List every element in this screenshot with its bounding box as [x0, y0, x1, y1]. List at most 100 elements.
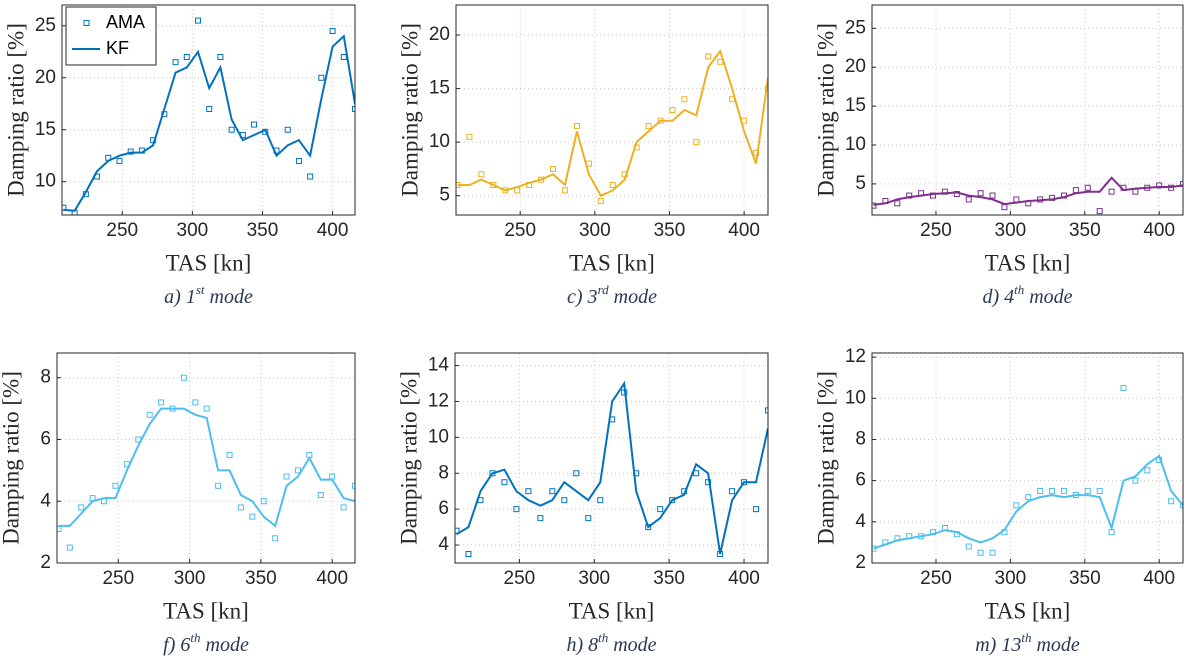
- ama-marker: [1060, 487, 1067, 494]
- ama-marker: [1168, 498, 1175, 505]
- y-tick-label: 10: [35, 171, 56, 192]
- ama-marker: [1013, 196, 1020, 203]
- ama-marker: [585, 515, 592, 522]
- ama-marker: [573, 470, 580, 477]
- ama-marker: [550, 165, 557, 172]
- y-tick-label: 15: [35, 119, 56, 140]
- y-tick-label: 20: [845, 56, 866, 77]
- ama-marker: [192, 399, 199, 406]
- ama-marker: [352, 105, 355, 112]
- ama-marker: [465, 551, 472, 558]
- plot-area: [455, 380, 768, 558]
- ama-marker: [965, 196, 972, 203]
- ama-marker: [669, 107, 676, 113]
- ama-marker: [478, 171, 485, 178]
- ama-marker: [317, 492, 324, 499]
- subplot: 250 300 350 400 5 10 15 20 TAS [kn] Damping ratio…: [397, 4, 769, 308]
- caption-label: c) 3: [567, 286, 598, 308]
- kf-line: [873, 454, 1183, 550]
- legend-label: AMA: [106, 12, 145, 32]
- ama-marker: [249, 513, 256, 520]
- x-tick-label: 400: [317, 220, 349, 241]
- y-axis-label: Damping ratio [%]: [396, 371, 421, 545]
- ama-marker: [127, 148, 134, 155]
- ama-marker: [561, 497, 568, 504]
- ama-marker: [989, 549, 996, 556]
- y-axis-label: Damping ratio [%]: [0, 371, 23, 545]
- legend-label: KF: [106, 38, 129, 58]
- y-axis-label: Damping ratio [%]: [813, 371, 838, 545]
- ama-marker: [112, 482, 119, 489]
- x-tick-label: 250: [920, 220, 952, 241]
- ama-marker: [693, 470, 700, 477]
- ama-marker: [116, 157, 123, 164]
- x-tick-label: 250: [106, 220, 138, 241]
- caption-rest: mode: [608, 634, 656, 656]
- kf-line: [455, 380, 768, 555]
- ama-marker: [573, 123, 580, 130]
- x-tick-label: 300: [174, 568, 206, 589]
- plot-area: [872, 176, 1183, 215]
- caption-rest: mode: [1024, 286, 1072, 308]
- x-axis-label: TAS [kn]: [569, 598, 655, 623]
- caption-label: m) 13: [975, 634, 1021, 656]
- x-axis-label: TAS [kn]: [166, 250, 252, 275]
- y-tick-label: 10: [845, 134, 866, 155]
- x-axis-label: TAS [kn]: [985, 250, 1071, 275]
- ama-marker: [284, 126, 291, 133]
- axes-box: [454, 352, 769, 564]
- plot-area: [57, 374, 355, 551]
- caption-label: a) 1: [164, 286, 196, 308]
- y-tick-label: 14: [428, 355, 450, 376]
- x-tick-label: 300: [579, 220, 611, 241]
- ama-marker: [307, 173, 314, 180]
- ama-marker: [237, 504, 244, 511]
- kf-line: [873, 176, 1183, 206]
- x-tick-label: 350: [653, 568, 685, 589]
- caption-sup: th: [598, 630, 608, 645]
- caption-rest: mode: [201, 634, 249, 656]
- x-tick-label: 300: [177, 220, 209, 241]
- x-tick-label: 400: [1143, 220, 1175, 241]
- kf-line: [63, 34, 355, 212]
- ama-marker: [1096, 487, 1103, 494]
- ama-marker: [260, 498, 267, 505]
- ama-marker: [765, 85, 768, 92]
- ama-marker: [989, 192, 996, 199]
- ama-marker: [657, 506, 664, 513]
- ama-marker: [340, 53, 347, 60]
- ama-marker: [194, 17, 201, 24]
- y-tick-label: 4: [438, 534, 449, 555]
- ama-marker: [765, 407, 768, 414]
- caption-rest: mode: [609, 286, 657, 308]
- axes-box: [871, 4, 1184, 216]
- subplot: 250 300 350 400 5 10 15 20 25 TAS [kn] Damping rat…: [813, 4, 1184, 308]
- ama-marker: [146, 411, 153, 418]
- caption-sup: rd: [598, 282, 610, 297]
- ama-marker: [681, 96, 688, 103]
- ama-marker: [1144, 467, 1151, 474]
- x-tick-label: 350: [1069, 568, 1101, 589]
- x-tick-label: 350: [1069, 220, 1101, 241]
- ama-marker: [295, 157, 302, 164]
- ama-marker: [158, 399, 165, 406]
- caption-label: d) 4: [982, 286, 1014, 308]
- ama-marker: [1049, 487, 1056, 494]
- ama-marker: [894, 200, 901, 207]
- x-tick-label: 400: [316, 568, 348, 589]
- ama-marker: [977, 549, 984, 556]
- ama-marker: [705, 53, 712, 60]
- y-tick-label: 20: [429, 24, 450, 45]
- ama-marker: [513, 506, 520, 513]
- ama-marker: [1180, 180, 1183, 187]
- caption-sup: th: [1014, 282, 1024, 297]
- ama-marker: [318, 74, 325, 81]
- ama-marker: [1096, 208, 1103, 215]
- caption-rest: mode: [1031, 634, 1079, 656]
- axes-box: [61, 4, 356, 216]
- ama-marker: [66, 544, 73, 551]
- ama-marker: [490, 182, 497, 188]
- caption-sup: th: [1021, 630, 1031, 645]
- y-tick-label: 6: [855, 470, 866, 491]
- x-tick-label: 300: [995, 220, 1027, 241]
